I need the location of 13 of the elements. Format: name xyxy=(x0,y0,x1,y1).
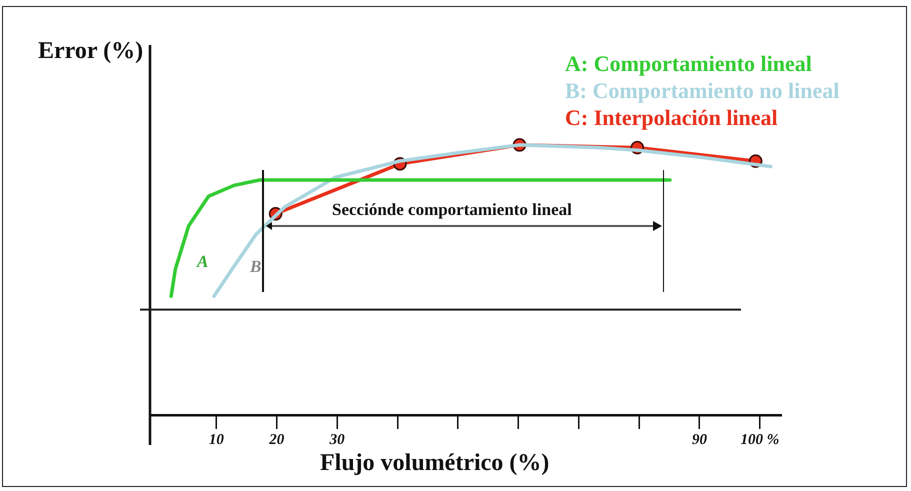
text: A: Comportamiento lineal xyxy=(565,50,813,77)
x-tick-label: 10 xyxy=(208,432,224,448)
x-tick-label: 30 xyxy=(328,432,346,448)
series-label: C: Interpolación lineal xyxy=(565,104,779,131)
y-axis-title: Error (%) xyxy=(38,38,144,65)
annotation: B xyxy=(250,257,262,277)
x-tick-label: 90 xyxy=(692,432,708,448)
x-axis-title: Flujo volumétrico (%) xyxy=(320,450,550,477)
series-label: B: Comportamiento no lineal xyxy=(565,77,840,104)
annotation: Secciónde comportamiento lineal xyxy=(332,200,572,220)
x-tick-label: 100 % xyxy=(740,432,780,448)
annotation: A xyxy=(197,252,208,272)
x-tick-label: 20 xyxy=(268,432,285,448)
